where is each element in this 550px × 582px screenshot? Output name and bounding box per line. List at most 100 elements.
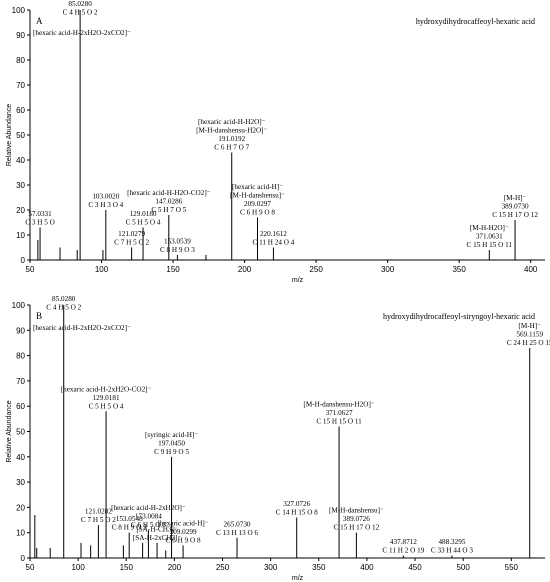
x-tick-label: 200 [168, 563, 182, 572]
peak-annotation: 488.3295 [438, 538, 465, 546]
x-tick-label: 200 [238, 265, 252, 274]
peak-annotation: 85.0280 [68, 0, 92, 8]
y-tick-label: 50 [16, 131, 25, 140]
peak-annotation: C 7 H 5 O 2 [114, 239, 149, 247]
y-tick-label: 10 [16, 231, 25, 240]
y-tick-label: 40 [16, 156, 25, 165]
peak-annotation: C 9 H 9 O 5 [154, 448, 189, 456]
peak-annotation: 569.1159 [516, 331, 543, 339]
y-tick-label: 50 [16, 428, 25, 437]
x-tick-label: 150 [120, 563, 134, 572]
peak-annotation: [SA-H-CH3]⁻ [136, 525, 178, 533]
peak-annotation: C 6 H 7 O 7 [214, 144, 249, 152]
y-tick-label: 70 [16, 81, 25, 90]
x-tick-label: 300 [381, 265, 395, 274]
y-tick-label: 30 [16, 181, 25, 190]
y-tick-label: 30 [16, 478, 25, 487]
y-tick-label: 100 [12, 301, 26, 310]
x-axis-label: m/z [292, 575, 304, 582]
peak-annotation: 129.0181 [93, 394, 120, 402]
peak-annotation: C 15 H 15 O 11 [467, 241, 513, 249]
peak-annotation: 103.0020 [92, 193, 119, 201]
peak-annotation: C 33 H 44 O 3 [431, 546, 474, 554]
peak-annotation: 209.0299 [170, 528, 197, 536]
peak-annotation: [M-H-danshensu]⁻ [230, 192, 285, 200]
peak-annotation: C 15 H 17 O 12 [334, 524, 380, 532]
peak-annotation: 389.0726 [343, 515, 370, 523]
peak-annotation: [M-H-danshensu-H2O]⁻ [196, 127, 267, 135]
peak-annotation: [syringic acid-H]⁻ [145, 431, 198, 439]
panel-letter: A [36, 16, 43, 26]
peak-annotation: C 14 H 15 O 8 [276, 509, 319, 517]
peak-annotation: 265.0730 [224, 520, 251, 528]
peak-annotation: C 6 H 9 O 8 [240, 209, 275, 217]
peak-annotation: 121.0279 [118, 230, 145, 238]
peak-annotation: 191.0192 [218, 135, 245, 143]
y-tick-label: 0 [21, 256, 26, 265]
x-tick-label: 250 [309, 265, 323, 274]
spectrum-panel-b: 0 10 20 30 40 50 60 70 80 90 100 50 100 150 200 250 300 3… [6, 295, 550, 582]
peak-annotation: 85.0280 [52, 295, 76, 303]
peak-annotation: 327.0726 [283, 500, 310, 508]
peak-annotation: 129.0180 [130, 210, 157, 218]
spectrum-panel-a: 0 10 20 30 40 50 60 70 80 90 100 50 100 150 200 250 300 3… [6, 0, 545, 284]
x-tick-label: 50 [26, 563, 35, 572]
y-axis-label: Relative Abundance [6, 104, 13, 166]
peak-annotation: 437.8712 [390, 538, 417, 546]
peak-annotation: [hexaric acid-H-2xH2O-2xCO2]⁻ [33, 29, 131, 37]
y-tick-label: 90 [16, 31, 25, 40]
y-tick-label: 80 [16, 56, 25, 65]
peak-annotation: 209.0297 [244, 200, 271, 208]
peak-annotation: C 5 H 7 O 5 [151, 206, 186, 214]
panel-letter: B [36, 311, 42, 321]
x-tick-label: 400 [524, 265, 538, 274]
peak-annotation: 371.0627 [326, 409, 353, 417]
peak-annotation: [hexaric acid-H]⁻ [232, 183, 283, 191]
peak-annotation: C 24 H 25 O 15 [507, 339, 550, 347]
chart-title: hydroxydihydrocaffeoyl-siryngoyl-hexaric… [383, 312, 535, 321]
peak-annotation: 121.0282 [85, 508, 112, 516]
x-tick-label: 100 [71, 563, 85, 572]
x-tick-label: 250 [216, 563, 230, 572]
y-tick-label: 80 [16, 352, 25, 361]
peak-annotation: C 8 H 9 O 3 [160, 246, 195, 254]
peak-annotation: 197.0450 [158, 439, 185, 447]
peak-annotation: [M-H-danshensu-H2O]⁻ [303, 400, 374, 408]
x-tick-label: 500 [456, 563, 470, 572]
peak-annotation: C 11 H 2 O 19 [382, 546, 424, 554]
y-tick-label: 20 [16, 206, 25, 215]
x-tick-label: 300 [264, 563, 278, 572]
y-axis-label: Relative Abundance [6, 400, 13, 462]
peak-annotation: [hexaric acid-H-2xH2O-CO2]⁻ [61, 385, 152, 393]
x-tick-label: 50 [26, 265, 35, 274]
peak-annotation: C 15 H 15 O 11 [316, 417, 362, 425]
x-tick-label: 400 [360, 563, 374, 572]
peak-annotation: [hexaric acid-H-2xH2O-2xCO2]⁻ [33, 324, 131, 332]
peak-annotation: [M-H-danshensu]⁻ [329, 507, 384, 515]
peak-annotation: [M-H]⁻ [518, 322, 541, 330]
peak-annotation: C 5 H 5 O 4 [89, 402, 124, 410]
peak-annotation: C 4 H 5 O 2 [63, 9, 98, 17]
peak-annotation: C 4 H 5 O 2 [46, 304, 81, 312]
peak-annotation: C 6 H 9 O 8 [166, 536, 201, 544]
y-tick-label: 10 [16, 529, 25, 538]
peak-annotation: C 7 H 5 O 2 [81, 516, 116, 524]
x-tick-label: 350 [312, 563, 326, 572]
y-tick-label: 90 [16, 326, 25, 335]
peak-annotation: [M-H]⁻ [504, 194, 527, 202]
peak-annotation: 57.0331 [28, 210, 52, 218]
x-tick-label: 150 [166, 265, 180, 274]
peak-annotation: C 15 H 17 O 12 [492, 211, 538, 219]
peak-annotation: C 13 H 13 O 6 [216, 529, 259, 537]
peak-annotation: C 11 H 24 O 4 [252, 239, 294, 247]
y-tick-label: 70 [16, 377, 25, 386]
y-tick-label: 20 [16, 503, 25, 512]
peak-annotation: 220.1612 [260, 230, 287, 238]
x-tick-label: 450 [408, 563, 422, 572]
chart-title: hydroxydihydrocaffeoyl-hexaric acid [416, 17, 535, 26]
peak-annotation: C 5 H 5 O 4 [126, 219, 161, 227]
peak-annotation: C 6 H 5 O 6 [131, 521, 166, 529]
peak-annotation: 147.0286 [155, 198, 182, 206]
y-tick-label: 60 [16, 106, 25, 115]
